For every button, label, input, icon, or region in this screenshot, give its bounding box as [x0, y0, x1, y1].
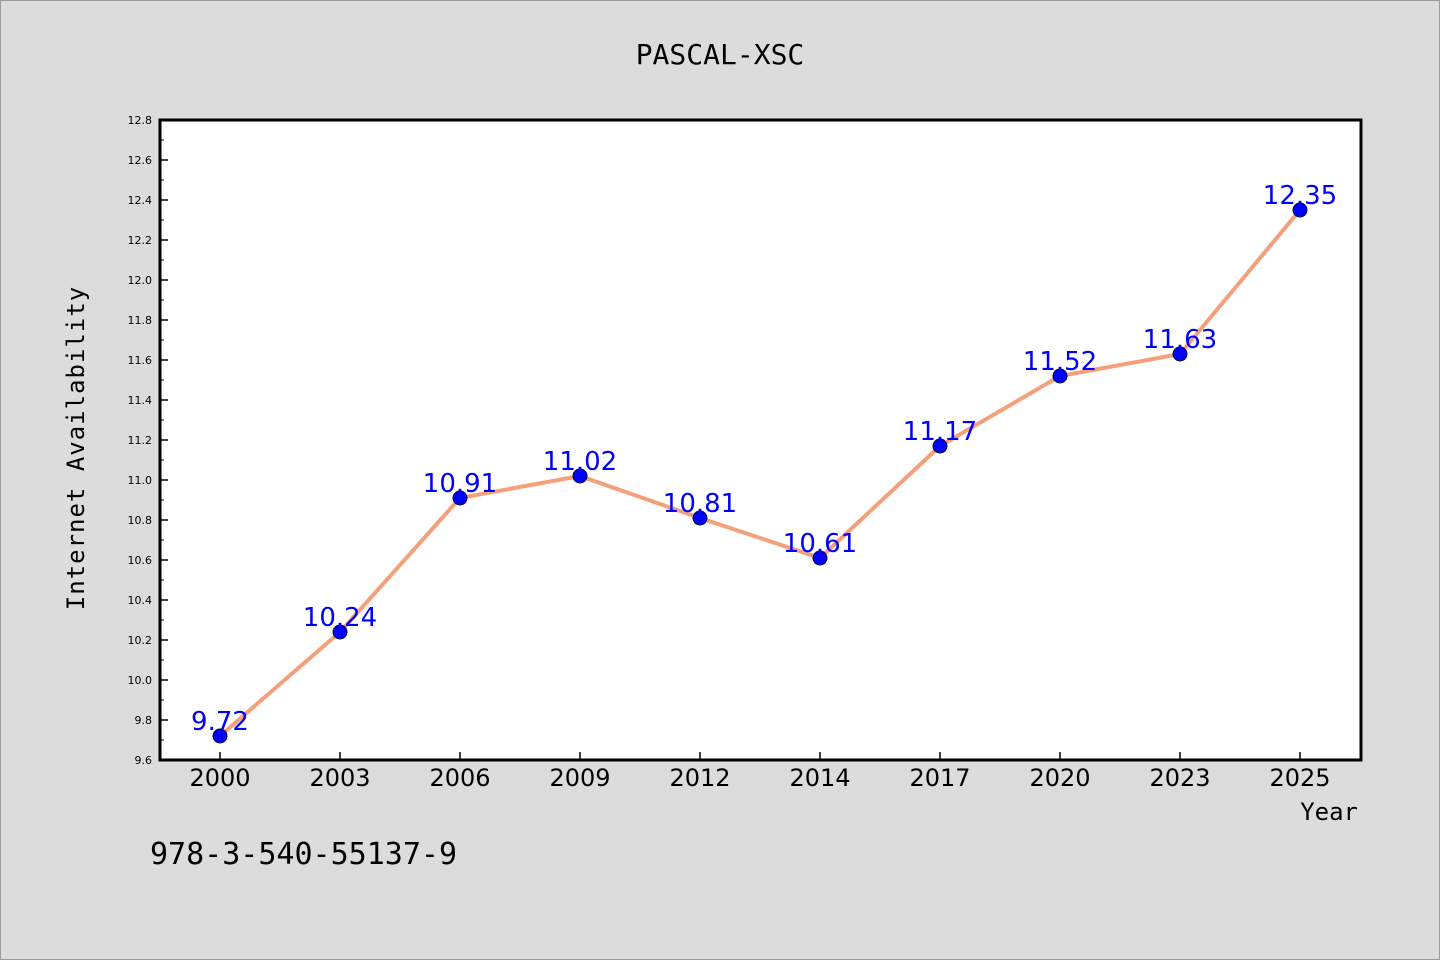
data-label: 10.24: [303, 603, 377, 633]
x-tick-label: 2009: [549, 764, 610, 792]
series-line: [218, 208, 1302, 738]
y-tick-label: 10.4: [128, 594, 153, 607]
data-label: 10.91: [423, 469, 497, 499]
y-tick-label: 11.8: [128, 314, 153, 327]
x-axis: 2000 2003 2006 2009 2012 2014 2017 2020 2023 2025: [189, 752, 1331, 792]
data-point: [332, 624, 348, 640]
data-label: 9.72: [191, 707, 249, 737]
data-label: 11.17: [903, 417, 977, 447]
series-layer: [212, 202, 1308, 744]
data-label: 12.35: [1263, 181, 1337, 211]
chart-title: PASCAL-XSC: [636, 38, 805, 71]
isbn-footer: 978-3-540-55137-9: [150, 837, 457, 872]
data-point: [692, 510, 708, 526]
x-axis-label: Year: [1300, 798, 1358, 826]
data-point: [932, 438, 948, 454]
y-tick-label: 10.8: [128, 514, 153, 527]
data-label-layer: 9.72 10.24 10.91 11.02 10.81 10.61 11.17 11.52 1…: [191, 181, 1337, 737]
data-point: [572, 468, 588, 484]
data-point: [452, 490, 468, 506]
y-axis-label: Internet Availability: [62, 286, 90, 610]
data-point: [812, 550, 828, 566]
data-point: [1052, 368, 1068, 384]
y-tick-label: 9.8: [135, 714, 153, 727]
y-tick-label: 12.4: [128, 194, 153, 207]
data-point: [1172, 346, 1188, 362]
x-tick-label: 2000: [189, 764, 250, 792]
y-tick-label: 10.6: [128, 554, 153, 567]
y-tick-label: 12.8: [128, 114, 153, 127]
data-label: 10.61: [783, 529, 857, 559]
data-label: 11.63: [1143, 325, 1217, 355]
data-point: [1292, 202, 1308, 218]
data-label: 11.02: [543, 447, 617, 477]
y-tick-label: 12.0: [128, 274, 153, 287]
data-label: 10.81: [663, 489, 737, 519]
plot-area: [158, 118, 1363, 762]
y-tick-label: 11.4: [128, 394, 153, 407]
y-tick-label: 12.6: [128, 154, 153, 167]
x-tick-label: 2003: [309, 764, 370, 792]
y-tick-label: 9.6: [135, 754, 153, 767]
x-tick-label: 2017: [909, 764, 970, 792]
y-tick-label: 12.2: [128, 234, 153, 247]
y-tick-label: 10.2: [128, 634, 153, 647]
x-tick-label: 2020: [1029, 764, 1090, 792]
y-tick-label: 11.2: [128, 434, 153, 447]
y-tick-label: 11.6: [128, 354, 153, 367]
data-point: [212, 728, 228, 744]
x-tick-label: 2012: [669, 764, 730, 792]
y-axis: 9.6 9.8 10.0 10.2 10.4 10.6 10.8 11.0 11.2 11.4 11…: [128, 114, 168, 767]
x-tick-label: 2023: [1149, 764, 1210, 792]
x-tick-label: 2006: [429, 764, 490, 792]
data-label: 11.52: [1023, 347, 1097, 377]
y-tick-label: 10.0: [128, 674, 153, 687]
x-tick-label: 2014: [789, 764, 850, 792]
x-tick-label: 2025: [1269, 764, 1330, 792]
y-tick-label: 11.0: [128, 474, 153, 487]
